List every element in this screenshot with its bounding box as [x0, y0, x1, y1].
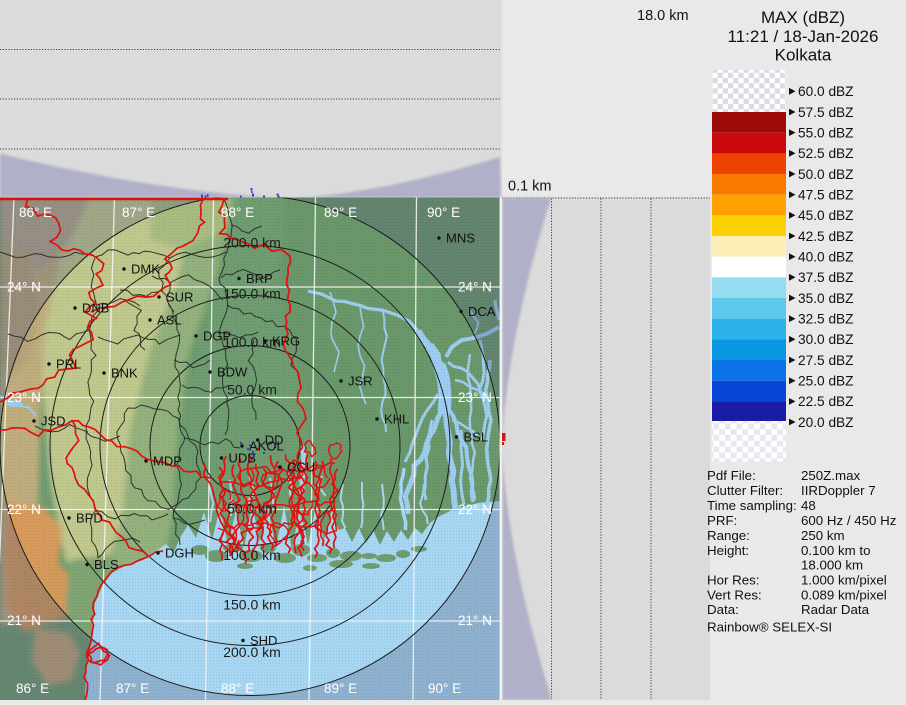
svg-text:100.0 km: 100.0 km: [223, 547, 281, 563]
svg-text:DGH: DGH: [165, 546, 194, 561]
svg-text:Clutter Filter:: Clutter Filter:: [707, 483, 783, 498]
svg-text:AKOL: AKOL: [249, 439, 284, 454]
svg-text:200.0 km: 200.0 km: [223, 644, 281, 660]
svg-text:86° E: 86° E: [19, 205, 52, 220]
svg-text:48: 48: [801, 498, 816, 513]
svg-text:JSR: JSR: [348, 374, 373, 389]
svg-text:88° E: 88° E: [221, 205, 254, 220]
svg-text:50.0 km: 50.0 km: [227, 501, 277, 517]
svg-text:CCU: CCU: [287, 460, 315, 475]
svg-text:Rainbow® SELEX-SI: Rainbow® SELEX-SI: [707, 620, 832, 635]
svg-text:55.0 dBZ: 55.0 dBZ: [798, 125, 854, 140]
svg-text:0.1 km: 0.1 km: [508, 179, 552, 195]
svg-text:32.5 dBZ: 32.5 dBZ: [798, 311, 854, 326]
svg-text:0.100 km to: 0.100 km to: [801, 543, 870, 558]
svg-text:Data:: Data:: [707, 602, 739, 617]
svg-text:BDW: BDW: [217, 365, 248, 380]
svg-text:22° N: 22° N: [458, 502, 492, 517]
svg-text:MNS: MNS: [446, 231, 475, 246]
svg-text:Pdf File:: Pdf File:: [707, 468, 756, 483]
svg-text:DNB: DNB: [82, 301, 109, 316]
svg-text:42.5 dBZ: 42.5 dBZ: [798, 229, 854, 244]
svg-text:30.0 dBZ: 30.0 dBZ: [798, 332, 854, 347]
svg-text:52.5 dBZ: 52.5 dBZ: [798, 146, 854, 161]
svg-text:Hor Res:: Hor Res:: [707, 573, 759, 588]
svg-text:250Z.max: 250Z.max: [801, 468, 860, 483]
svg-text:Height:: Height:: [707, 543, 749, 558]
svg-text:89° E: 89° E: [324, 681, 357, 696]
svg-text:600 Hz / 450 Hz: 600 Hz / 450 Hz: [801, 513, 896, 528]
svg-text:SUR: SUR: [166, 290, 193, 305]
svg-text:90° E: 90° E: [428, 681, 461, 696]
svg-text:Vert Res:: Vert Res:: [707, 588, 762, 603]
svg-text:57.5 dBZ: 57.5 dBZ: [798, 105, 854, 120]
svg-text:21° N: 21° N: [7, 613, 41, 628]
svg-text:0.089 km/pixel: 0.089 km/pixel: [801, 588, 887, 603]
svg-text:35.0 dBZ: 35.0 dBZ: [798, 291, 854, 306]
svg-text:200.0 km: 200.0 km: [223, 235, 281, 251]
svg-text:86° E: 86° E: [16, 681, 49, 696]
svg-text:150.0 km: 150.0 km: [223, 597, 281, 613]
svg-text:87° E: 87° E: [122, 205, 155, 220]
svg-text:ASL: ASL: [157, 313, 182, 328]
svg-text:PRF:: PRF:: [707, 513, 737, 528]
svg-text:25.0 dBZ: 25.0 dBZ: [798, 373, 854, 388]
svg-text:JSD: JSD: [41, 414, 66, 429]
svg-text:MAX (dBZ): MAX (dBZ): [761, 8, 845, 27]
svg-text:BSL: BSL: [464, 430, 489, 445]
svg-text:22° N: 22° N: [7, 502, 41, 517]
svg-text:27.5 dBZ: 27.5 dBZ: [798, 353, 854, 368]
svg-text:18.0 km: 18.0 km: [637, 8, 689, 24]
svg-text:DMK: DMK: [131, 262, 160, 277]
svg-text:24° N: 24° N: [7, 280, 41, 295]
svg-text:DD: DD: [265, 433, 284, 448]
svg-text:20.0 dBZ: 20.0 dBZ: [798, 415, 854, 430]
svg-text:23° N: 23° N: [7, 390, 41, 405]
svg-text:24° N: 24° N: [458, 280, 492, 295]
svg-text:47.5 dBZ: 47.5 dBZ: [798, 187, 854, 202]
svg-text:Radar Data: Radar Data: [801, 602, 870, 617]
svg-text:BRP: BRP: [246, 271, 273, 286]
svg-text:88° E: 88° E: [221, 681, 254, 696]
svg-text:11:21 / 18-Jan-2026: 11:21 / 18-Jan-2026: [728, 27, 879, 46]
svg-text:250 km: 250 km: [801, 528, 845, 543]
svg-text:21° N: 21° N: [458, 613, 492, 628]
svg-text:PRL: PRL: [56, 357, 81, 372]
svg-text:Kolkata: Kolkata: [775, 46, 832, 65]
svg-text:UDB: UDB: [229, 451, 256, 466]
svg-text:KRG: KRG: [272, 334, 300, 349]
svg-text:BLS: BLS: [94, 557, 119, 572]
svg-text:37.5 dBZ: 37.5 dBZ: [798, 270, 854, 285]
svg-text:18.000 km: 18.000 km: [801, 558, 863, 573]
svg-text:1.000 km/pixel: 1.000 km/pixel: [801, 573, 887, 588]
svg-text:SHD: SHD: [250, 633, 277, 648]
svg-text:40.0 dBZ: 40.0 dBZ: [798, 249, 854, 264]
svg-text:22.5 dBZ: 22.5 dBZ: [798, 394, 854, 409]
svg-text:90° E: 90° E: [427, 205, 460, 220]
svg-text:23° N: 23° N: [458, 390, 492, 405]
svg-text:89° E: 89° E: [324, 205, 357, 220]
svg-text:50.0 dBZ: 50.0 dBZ: [798, 167, 854, 182]
svg-text:IIRDoppler 7: IIRDoppler 7: [801, 483, 876, 498]
svg-text:Range:: Range:: [707, 528, 750, 543]
svg-text:BNK: BNK: [111, 366, 138, 381]
svg-text:Time sampling:: Time sampling:: [707, 498, 797, 513]
svg-text:150.0 km: 150.0 km: [223, 286, 281, 302]
svg-text:87° E: 87° E: [116, 681, 149, 696]
svg-text:45.0 dBZ: 45.0 dBZ: [798, 208, 854, 223]
svg-text:BPD: BPD: [76, 511, 103, 526]
svg-text:KHL: KHL: [384, 412, 409, 427]
svg-text:100.0 km: 100.0 km: [223, 334, 281, 350]
svg-text:MDP: MDP: [153, 454, 182, 469]
svg-text:60.0 dBZ: 60.0 dBZ: [798, 84, 854, 99]
svg-text:50.0 km: 50.0 km: [227, 382, 277, 398]
svg-text:DGP: DGP: [203, 329, 231, 344]
svg-text:DCA: DCA: [468, 304, 496, 319]
